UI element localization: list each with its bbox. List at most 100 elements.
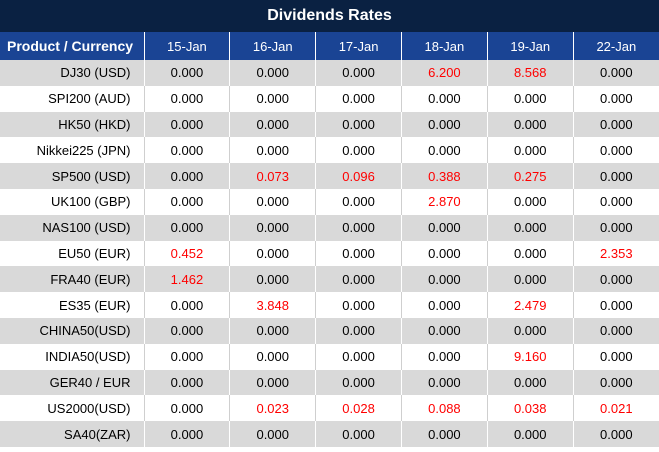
- value-cell: 0.000: [572, 60, 659, 86]
- value-cell: 0.000: [143, 60, 230, 86]
- table-row: SPI200 (AUD) 0.000 0.000 0.000 0.000 0.000 0.0…: [0, 85, 659, 112]
- product-cell: GER40 / EUR: [49, 374, 131, 390]
- table-body: DJ30 (USD) 0.000 0.000 0.000 6.200 8.568 0.000…: [0, 60, 659, 447]
- table-row: HK50 (HKD) 0.000 0.000 0.000 0.000 0.000 0.000: [0, 111, 659, 138]
- value-cell: 0.000: [229, 240, 316, 267]
- value-cell: 0.000: [143, 369, 230, 396]
- value-cell: 0.000: [315, 369, 402, 396]
- date-header: 15-Jan: [143, 32, 230, 60]
- product-cell: ES35 (EUR): [58, 297, 131, 313]
- value-cell: 0.000: [143, 137, 230, 164]
- value-cell: 0.096: [315, 163, 402, 189]
- value-cell: 0.000: [229, 421, 316, 447]
- value-cell: 0.000: [315, 317, 402, 344]
- value-cell: 0.000: [572, 188, 659, 215]
- value-cell: 2.353: [572, 240, 659, 267]
- value-cell: 0.000: [400, 317, 488, 344]
- product-currency-header: Product / Currency: [0, 32, 144, 60]
- value-cell: 0.000: [315, 343, 402, 370]
- product-cell: FRA40 (EUR): [50, 271, 131, 287]
- header-row: Product / Currency 15-Jan 16-Jan 17-Jan 18-J…: [0, 32, 659, 60]
- value-cell: 0.000: [143, 395, 230, 422]
- date-header: 17-Jan: [315, 32, 402, 60]
- value-cell: 2.479: [486, 292, 574, 318]
- value-cell: 0.000: [572, 343, 659, 370]
- value-cell: 0.000: [143, 188, 230, 215]
- value-cell: 0.000: [229, 266, 316, 293]
- value-cell: 0.000: [486, 421, 574, 447]
- product-cell: CHINA50(USD): [39, 323, 131, 339]
- value-cell: 0.000: [229, 60, 316, 86]
- table-row: FRA40 (EUR) 1.462 0.000 0.000 0.000 0.000 0.00…: [0, 266, 659, 293]
- date-header: 22-Jan: [572, 32, 659, 60]
- value-cell: 0.000: [143, 163, 230, 189]
- table-row: EU50 (EUR) 0.452 0.000 0.000 0.000 0.000 2.353: [0, 240, 659, 267]
- value-cell: 0.000: [572, 163, 659, 189]
- product-cell: HK50 (HKD): [58, 116, 131, 132]
- value-cell: 0.000: [572, 421, 659, 447]
- value-cell: 0.000: [572, 214, 659, 241]
- table-row: UK100 (GBP) 0.000 0.000 0.000 2.870 0.000 0.00…: [0, 188, 659, 215]
- table-row: Nikkei225 (JPN) 0.000 0.000 0.000 0.000 0.000…: [0, 137, 659, 164]
- product-cell: UK100 (GBP): [51, 194, 131, 210]
- value-cell: 0.388: [400, 163, 488, 189]
- value-cell: 1.462: [143, 266, 230, 293]
- value-cell: 0.088: [400, 395, 488, 422]
- value-cell: 0.021: [572, 395, 659, 422]
- table-row: DJ30 (USD) 0.000 0.000 0.000 6.200 8.568 0.000: [0, 60, 659, 86]
- product-cell: SP500 (USD): [51, 168, 131, 184]
- value-cell: 0.000: [572, 266, 659, 293]
- value-cell: 0.000: [229, 317, 316, 344]
- value-cell: 0.000: [229, 369, 316, 396]
- value-cell: 0.000: [572, 85, 659, 112]
- table-row: ES35 (EUR) 0.000 3.848 0.000 0.000 2.479 0.000: [0, 292, 659, 318]
- value-cell: 0.000: [400, 111, 488, 138]
- product-cell: Nikkei225 (JPN): [36, 142, 131, 158]
- value-cell: 0.000: [400, 266, 488, 293]
- dividends-table: Product / Currency 15-Jan 16-Jan 17-Jan 18-J…: [0, 32, 659, 447]
- date-header: 18-Jan: [400, 32, 488, 60]
- value-cell: 0.000: [229, 188, 316, 215]
- date-header: 16-Jan: [229, 32, 316, 60]
- table-row: GER40 / EUR 0.000 0.000 0.000 0.000 0.000 0.00…: [0, 369, 659, 396]
- value-cell: 0.000: [486, 214, 574, 241]
- table-row: CHINA50(USD) 0.000 0.000 0.000 0.000 0.000 0.0…: [0, 317, 659, 344]
- value-cell: 0.000: [143, 85, 230, 112]
- value-cell: 0.000: [315, 421, 402, 447]
- value-cell: 0.000: [486, 266, 574, 293]
- value-cell: 3.848: [229, 292, 316, 318]
- value-cell: 2.870: [400, 188, 488, 215]
- value-cell: 0.023: [229, 395, 316, 422]
- product-cell: US2000(USD): [47, 400, 131, 416]
- table-row: SA40(ZAR) 0.000 0.000 0.000 0.000 0.000 0.000: [0, 421, 659, 447]
- value-cell: 9.160: [486, 343, 574, 370]
- value-cell: 0.000: [315, 60, 402, 86]
- value-cell: 0.452: [143, 240, 230, 267]
- value-cell: 0.000: [400, 240, 488, 267]
- value-cell: 0.073: [229, 163, 316, 189]
- value-cell: 0.000: [229, 343, 316, 370]
- value-cell: 6.200: [400, 60, 488, 86]
- value-cell: 0.000: [315, 111, 402, 138]
- product-cell: EU50 (EUR): [58, 245, 131, 261]
- product-cell: INDIA50(USD): [45, 349, 131, 365]
- value-cell: 0.000: [400, 85, 488, 112]
- table-row: SP500 (USD) 0.000 0.073 0.096 0.388 0.275 0.00…: [0, 163, 659, 189]
- value-cell: 0.000: [229, 85, 316, 112]
- value-cell: 0.000: [486, 188, 574, 215]
- table-row: US2000(USD) 0.000 0.023 0.028 0.088 0.038 0.02…: [0, 395, 659, 422]
- value-cell: 0.000: [315, 188, 402, 215]
- value-cell: 0.000: [143, 292, 230, 318]
- value-cell: 0.000: [400, 369, 488, 396]
- value-cell: 0.000: [486, 317, 574, 344]
- value-cell: 0.000: [143, 214, 230, 241]
- value-cell: 0.000: [315, 137, 402, 164]
- value-cell: 0.000: [400, 137, 488, 164]
- product-cell: DJ30 (USD): [60, 65, 131, 81]
- value-cell: 0.000: [572, 317, 659, 344]
- date-header: 19-Jan: [486, 32, 574, 60]
- value-cell: 0.000: [315, 85, 402, 112]
- table-row: INDIA50(USD) 0.000 0.000 0.000 0.000 9.160 0.0…: [0, 343, 659, 370]
- value-cell: 0.000: [229, 214, 316, 241]
